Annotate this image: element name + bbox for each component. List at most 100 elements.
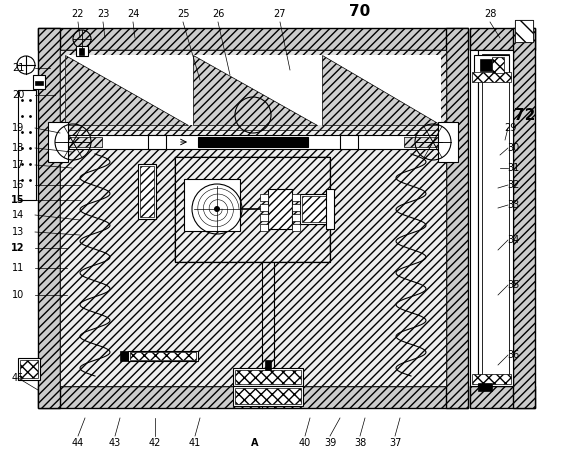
Text: 24: 24 [127, 9, 139, 19]
Text: 27: 27 [273, 9, 286, 19]
Circle shape [214, 206, 220, 212]
Bar [128, 351, 198, 361]
Polygon shape [322, 55, 441, 125]
Text: 17: 17 [12, 160, 24, 170]
Bar [482, 54, 509, 382]
Bar [470, 28, 535, 50]
Bar [65, 55, 441, 125]
Bar [302, 196, 328, 222]
Bar [404, 137, 444, 147]
Bar [79, 48, 84, 55]
Text: 36: 36 [507, 350, 519, 360]
Text: 72: 72 [514, 108, 535, 123]
Bar [292, 204, 300, 211]
Bar [260, 224, 268, 231]
Bar [260, 204, 268, 211]
Text: 31: 31 [507, 163, 519, 173]
Text: 10: 10 [12, 290, 24, 300]
Polygon shape [65, 55, 188, 125]
Text: 33: 33 [507, 200, 519, 210]
Bar [470, 386, 535, 408]
Text: 26: 26 [212, 9, 224, 19]
Bar [198, 137, 308, 147]
Bar [265, 360, 271, 370]
Bar [235, 370, 301, 384]
Text: 45: 45 [12, 373, 24, 383]
Bar [260, 214, 268, 221]
Text: 42: 42 [149, 438, 161, 448]
Bar [140, 166, 154, 217]
Bar [130, 352, 196, 360]
Bar [48, 122, 68, 162]
Text: 70: 70 [350, 5, 370, 20]
Bar [60, 50, 446, 386]
Bar [515, 20, 533, 42]
Text: 21: 21 [12, 63, 24, 73]
Bar [175, 157, 330, 262]
Text: 22: 22 [72, 9, 84, 19]
Bar [474, 55, 509, 75]
Bar [292, 194, 300, 201]
Bar [480, 59, 492, 71]
Bar [340, 135, 358, 149]
Text: 15: 15 [11, 195, 25, 205]
Bar [446, 28, 468, 408]
Bar [235, 388, 301, 404]
Bar [470, 50, 478, 386]
Text: 16: 16 [12, 180, 24, 190]
Bar [60, 135, 446, 149]
Text: 11: 11 [12, 263, 24, 273]
Bar [76, 46, 88, 56]
Text: 14: 14 [12, 210, 24, 220]
Bar [438, 122, 458, 162]
Bar [62, 137, 102, 147]
Bar [292, 224, 300, 231]
Bar [60, 50, 446, 130]
Bar [18, 358, 40, 380]
Text: 20: 20 [12, 90, 24, 100]
Bar [60, 50, 446, 386]
Bar [38, 28, 468, 50]
Text: 30: 30 [507, 143, 519, 153]
Bar [20, 360, 38, 378]
Text: 41: 41 [189, 438, 201, 448]
Text: 19: 19 [12, 123, 24, 133]
Text: 13: 13 [12, 227, 24, 237]
Polygon shape [193, 55, 317, 125]
Bar [233, 386, 303, 406]
Text: 37: 37 [389, 438, 401, 448]
Bar [148, 135, 166, 149]
Bar [472, 72, 511, 82]
Text: 12: 12 [11, 243, 25, 253]
Text: 25: 25 [177, 9, 189, 19]
Bar [184, 179, 240, 231]
Text: 38: 38 [354, 438, 366, 448]
Text: 29: 29 [504, 123, 516, 133]
Bar [513, 28, 535, 408]
Bar [233, 368, 303, 386]
Bar [260, 194, 268, 201]
Bar [292, 214, 300, 221]
Bar [18, 90, 36, 200]
Bar [326, 189, 334, 229]
Bar [515, 20, 533, 42]
Bar [175, 157, 330, 262]
Text: 43: 43 [109, 438, 121, 448]
Text: 32: 32 [507, 180, 519, 190]
Bar [492, 57, 504, 73]
Text: 44: 44 [72, 438, 84, 448]
Text: A: A [251, 438, 258, 448]
Bar [300, 194, 330, 224]
Bar [472, 374, 511, 384]
Text: 40: 40 [299, 438, 311, 448]
Bar [38, 28, 60, 408]
Bar [268, 189, 292, 229]
Text: 18: 18 [12, 143, 24, 153]
Text: 39: 39 [324, 438, 336, 448]
Bar [120, 351, 128, 361]
Bar [33, 75, 45, 89]
Bar [38, 386, 468, 408]
Bar [478, 50, 513, 386]
Text: 23: 23 [97, 9, 109, 19]
Text: 34: 34 [507, 235, 519, 245]
